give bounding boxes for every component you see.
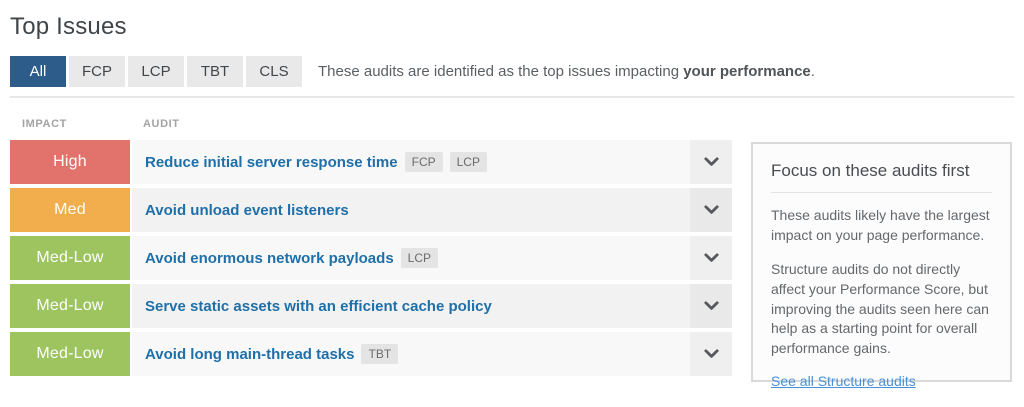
page-title: Top Issues <box>10 13 127 40</box>
see-all-structure-audits-link[interactable]: See all Structure audits <box>771 373 916 390</box>
section-divider <box>10 96 1014 98</box>
filter-description-text: These audits are identified as the top i… <box>318 63 684 80</box>
chevron-down-icon <box>703 157 719 166</box>
metric-tag: FCP <box>404 152 443 172</box>
audit-title-link[interactable]: Avoid unload event listeners <box>145 201 349 219</box>
chevron-down-icon <box>703 253 719 262</box>
focus-panel-heading: Focus on these audits first <box>771 161 992 193</box>
main-content: IMPACT AUDIT High Reduce initial server … <box>10 118 1014 389</box>
expand-row-button[interactable] <box>690 284 732 328</box>
chevron-down-icon <box>703 301 719 310</box>
top-issues-section: Top Issues All FCP LCP TBT CLS These audits … <box>10 13 1014 389</box>
filter-tab-fcp[interactable]: FCP <box>69 56 125 87</box>
filter-tab-lcp[interactable]: LCP <box>128 56 184 87</box>
table-row: Med Avoid unload event listeners <box>10 188 732 232</box>
audit-cell: Avoid unload event listeners <box>132 188 690 232</box>
metric-tag: TBT <box>361 344 399 364</box>
audit-title-link[interactable]: Avoid enormous network payloads <box>145 249 394 267</box>
filter-description-bold: your performance <box>683 63 811 80</box>
impact-badge: Med <box>10 188 130 232</box>
focus-panel: Focus on these audits first These audits… <box>751 142 1012 389</box>
column-header-audit: AUDIT <box>143 118 180 130</box>
focus-panel-paragraph: These audits likely have the largest imp… <box>771 207 990 243</box>
table-row: Med-Low Avoid enormous network payloads … <box>10 236 732 280</box>
table-body: High Reduce initial server response time… <box>10 140 732 376</box>
audit-title-link[interactable]: Avoid long main-thread tasks <box>145 345 355 363</box>
focus-panel-paragraph: Structure audits do not directly affect … <box>771 260 989 357</box>
audit-cell: Serve static assets with an efficient ca… <box>132 284 690 328</box>
impact-badge: High <box>10 140 130 184</box>
filter-description-period: . <box>810 63 815 80</box>
filter-tab-cls[interactable]: CLS <box>246 56 302 87</box>
filter-tab-tbt[interactable]: TBT <box>187 56 243 87</box>
table-row: Med-Low Avoid long main-thread tasks TBT <box>10 332 732 376</box>
filter-bar: All FCP LCP TBT CLS These audits are identif… <box>10 56 1014 87</box>
table-header-row: IMPACT AUDIT <box>10 118 732 130</box>
chevron-down-icon <box>703 205 719 214</box>
audit-title-link[interactable]: Reduce initial server response time <box>145 153 398 171</box>
column-header-impact: IMPACT <box>22 118 67 130</box>
expand-row-button[interactable] <box>690 140 732 184</box>
audit-cell: Reduce initial server response time FCP L… <box>132 140 690 184</box>
expand-row-button[interactable] <box>690 332 732 376</box>
table-row: High Reduce initial server response time… <box>10 140 732 184</box>
metric-tag: LCP <box>449 152 487 172</box>
impact-badge: Med-Low <box>10 332 130 376</box>
filter-description: These audits are identified as the top i… <box>318 63 815 80</box>
audit-cell: Avoid long main-thread tasks TBT <box>132 332 690 376</box>
table-row: Med-Low Serve static assets with an effi… <box>10 284 732 328</box>
audit-title-link[interactable]: Serve static assets with an efficient ca… <box>145 297 492 315</box>
impact-badge: Med-Low <box>10 284 130 328</box>
expand-row-button[interactable] <box>690 188 732 232</box>
impact-badge: Med-Low <box>10 236 130 280</box>
metric-tag: LCP <box>400 248 439 268</box>
filter-tab-all[interactable]: All <box>10 56 66 87</box>
metric-filter-tabs: All FCP LCP TBT CLS <box>10 56 305 87</box>
expand-row-button[interactable] <box>690 236 732 280</box>
chevron-down-icon <box>703 349 719 358</box>
issues-table: IMPACT AUDIT High Reduce initial server … <box>10 118 732 380</box>
audit-cell: Avoid enormous network payloads LCP <box>132 236 690 280</box>
